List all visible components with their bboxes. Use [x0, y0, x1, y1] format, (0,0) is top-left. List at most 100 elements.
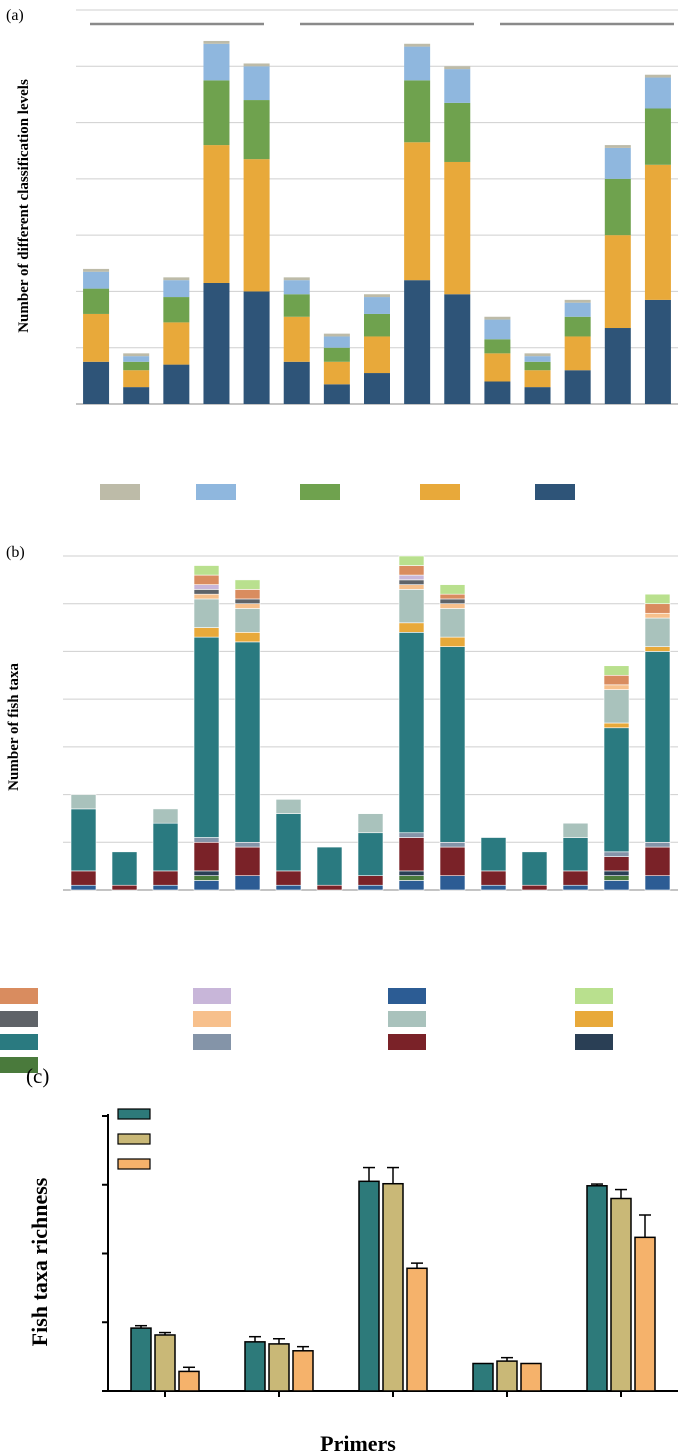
a-bar-segment — [484, 319, 511, 340]
b-bar-segment — [644, 603, 671, 614]
panel-c-bar-group — [406, 1262, 428, 1392]
b-bar-segment — [603, 870, 630, 876]
a-bar-segment — [524, 361, 551, 371]
panel-c-bar-group — [244, 1335, 266, 1392]
panel-c-bar-group — [472, 1362, 494, 1392]
b-bar-segment — [357, 832, 384, 876]
b-bar-segment — [193, 870, 220, 876]
panel-c-bar-group — [292, 1345, 314, 1392]
legend-swatch — [0, 1057, 38, 1073]
panel-c-bar — [406, 1267, 428, 1392]
b-bar-segment — [193, 875, 220, 881]
a-bar-segment — [123, 353, 150, 357]
b-bar-segment — [398, 584, 425, 590]
a-bar-segment — [404, 280, 431, 404]
a-bar-segment — [364, 297, 390, 314]
a-bar-segment — [123, 361, 150, 371]
a-bar-segment — [283, 294, 310, 317]
legend-swatch — [388, 1034, 426, 1050]
a-bar-segment — [444, 66, 471, 70]
b-bar-segment — [398, 632, 425, 834]
b-bar-segment — [152, 870, 179, 886]
b-bar-stack — [439, 584, 466, 891]
b-bar-segment — [398, 555, 425, 566]
legend-swatch — [117, 1158, 151, 1170]
b-bar-segment — [234, 841, 261, 848]
a-bar-segment — [123, 356, 150, 362]
b-bar-stack — [316, 846, 343, 891]
b-bar-segment — [70, 884, 97, 891]
panel-c-bar-group — [178, 1366, 200, 1392]
b-bar-segment — [439, 584, 466, 595]
panel-b-label: (b) — [6, 544, 25, 561]
legend-swatch — [100, 484, 140, 500]
panel-c-bar-group — [496, 1356, 518, 1392]
b-bar-segment — [398, 622, 425, 633]
panel-c-bar-group — [154, 1331, 176, 1392]
a-bar-segment — [243, 63, 270, 67]
b-bar-segment — [234, 846, 261, 876]
a-bar-segment — [444, 102, 471, 162]
panel-c-bar — [496, 1360, 518, 1392]
a-bar-stack — [203, 40, 230, 404]
legend-swatch — [193, 1034, 231, 1050]
a-bar-segment — [163, 277, 190, 281]
b-bar-segment — [439, 603, 466, 609]
panel-c-bar-group — [358, 1166, 380, 1392]
a-bar-segment — [484, 353, 511, 382]
legend-swatch — [0, 1011, 38, 1027]
a-bar-segment — [123, 387, 150, 404]
b-bar-segment — [398, 832, 425, 838]
b-bar-stack — [152, 808, 179, 891]
b-bar-segment — [439, 646, 466, 843]
a-bar-segment — [203, 80, 230, 146]
legend-swatch — [117, 1133, 151, 1145]
b-bar-segment — [644, 875, 671, 891]
a-bar-segment — [163, 364, 190, 404]
a-bar-stack — [243, 63, 270, 404]
a-bar-segment — [644, 164, 671, 300]
b-bar-segment — [603, 689, 630, 724]
a-bar-stack — [83, 268, 110, 404]
b-bar-segment — [603, 880, 630, 891]
a-bar-segment — [163, 297, 190, 323]
a-bar-segment — [243, 159, 270, 292]
legend-swatch — [117, 1108, 151, 1120]
a-bar-segment — [524, 356, 551, 362]
a-bar-segment — [564, 316, 591, 337]
a-bar-segment — [444, 294, 471, 404]
a-bar-segment — [364, 294, 390, 298]
panel-a-y-axis-label: Number of different classification level… — [16, 79, 32, 333]
b-bar-segment — [603, 875, 630, 881]
b-bar-segment — [111, 851, 138, 886]
a-bar-segment — [644, 74, 671, 78]
panel-c-bar — [292, 1350, 314, 1392]
panel-c-bar — [244, 1341, 266, 1392]
b-bar-segment — [603, 722, 630, 729]
a-bar-segment — [283, 316, 310, 362]
b-bar-segment — [398, 870, 425, 876]
b-bar-segment — [275, 813, 302, 872]
a-bar-segment — [163, 322, 190, 365]
b-bar-segment — [521, 884, 548, 891]
a-bar-segment — [644, 77, 671, 109]
b-bar-segment — [193, 598, 220, 628]
a-bar-segment — [604, 147, 631, 179]
b-bar-stack — [70, 794, 97, 891]
a-bar-segment — [644, 108, 671, 165]
b-bar-segment — [439, 846, 466, 876]
b-bar-segment — [70, 870, 97, 886]
b-bar-segment — [234, 589, 261, 600]
panel-c-bar — [130, 1327, 152, 1392]
b-bar-segment — [357, 875, 384, 886]
a-bar-segment — [524, 353, 551, 357]
b-bar-segment — [70, 808, 97, 872]
a-bar-segment — [404, 80, 431, 143]
a-bar-segment — [323, 361, 350, 385]
a-bar-segment — [564, 299, 591, 303]
b-bar-stack — [603, 665, 630, 891]
b-bar-segment — [316, 846, 343, 886]
b-bar-stack — [644, 593, 671, 891]
panel-b-legend — [0, 988, 613, 1073]
b-bar-segment — [275, 799, 302, 814]
